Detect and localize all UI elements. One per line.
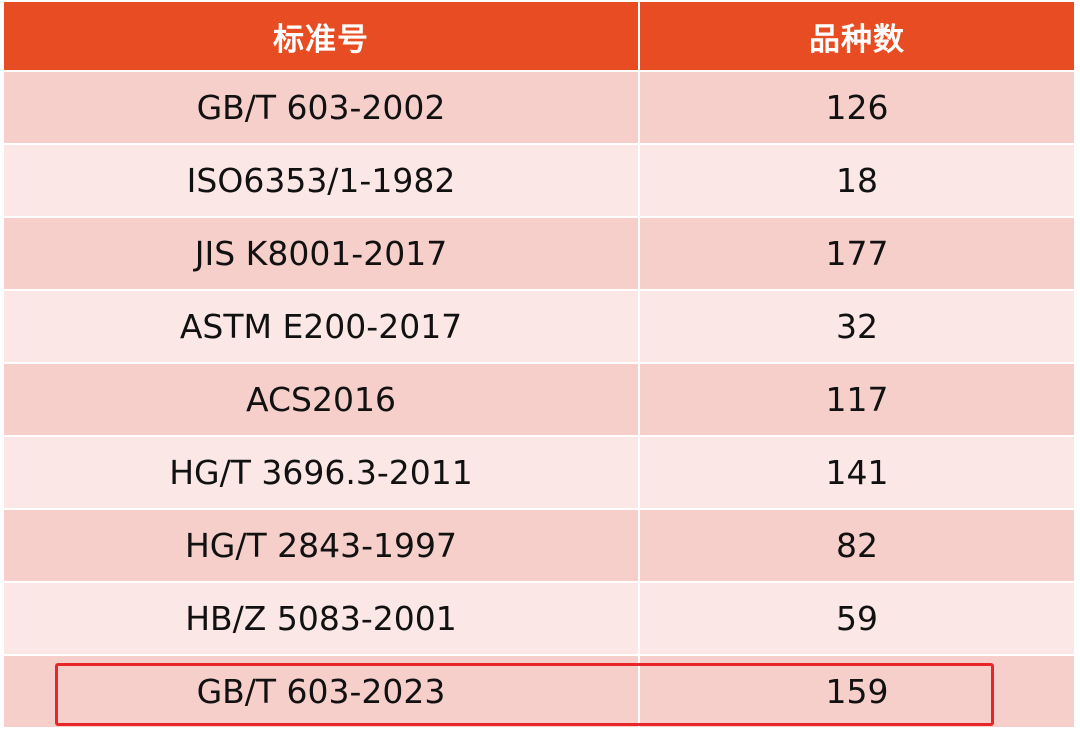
table-row: HG/T 2843-1997 82 (4, 509, 1074, 583)
cell-count: 59 (639, 582, 1074, 656)
cell-count: 141 (639, 436, 1074, 510)
table-row: ACS2016 117 (4, 363, 1074, 437)
table-header-row: 标准号 品种数 (4, 2, 1074, 72)
cell-standard: HG/T 3696.3-2011 (4, 436, 640, 510)
table-row: HB/Z 5083-2001 59 (4, 582, 1074, 656)
header-count: 品种数 (639, 2, 1074, 72)
table-row: ISO6353/1-1982 18 (4, 144, 1074, 218)
table-row: ASTM E200-2017 32 (4, 290, 1074, 364)
table-row-highlighted: GB/T 603-2023 159 (4, 655, 1074, 729)
cell-count: 32 (639, 290, 1074, 364)
cell-count: 18 (639, 144, 1074, 218)
table-row: HG/T 3696.3-2011 141 (4, 436, 1074, 510)
cell-count: 159 (639, 655, 1074, 729)
cell-standard: ASTM E200-2017 (4, 290, 640, 364)
cell-standard: GB/T 603-2023 (4, 655, 640, 729)
cell-standard: ISO6353/1-1982 (4, 144, 640, 218)
cell-standard: GB/T 603-2002 (4, 71, 640, 145)
cell-standard: HB/Z 5083-2001 (4, 582, 640, 656)
cell-standard: ACS2016 (4, 363, 640, 437)
cell-count: 126 (639, 71, 1074, 145)
header-standard: 标准号 (4, 2, 640, 72)
cell-standard: HG/T 2843-1997 (4, 509, 640, 583)
standards-table: 标准号 品种数 GB/T 603-2002 126 ISO6353/1-1982… (4, 2, 1074, 729)
cell-count: 177 (639, 217, 1074, 291)
cell-standard: JIS K8001-2017 (4, 217, 640, 291)
cell-count: 117 (639, 363, 1074, 437)
table-row: GB/T 603-2002 126 (4, 71, 1074, 145)
standards-table-container: 标准号 品种数 GB/T 603-2002 126 ISO6353/1-1982… (4, 2, 1074, 730)
table-row: JIS K8001-2017 177 (4, 217, 1074, 291)
cell-count: 82 (639, 509, 1074, 583)
